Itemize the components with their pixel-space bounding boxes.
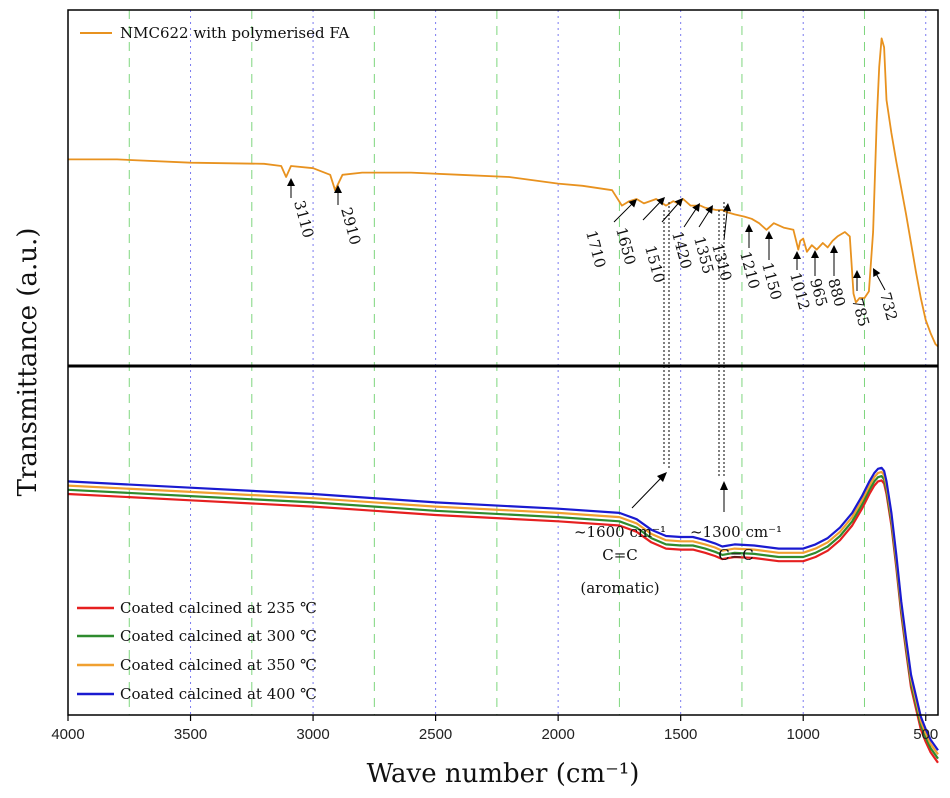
peak-label-1650: 1650 bbox=[612, 225, 639, 267]
annotation-1300-line-0: ~1300 cm⁻¹ bbox=[690, 523, 782, 541]
x-tick-label-2500: 2500 bbox=[419, 726, 452, 743]
peak-label-1420: 1420 bbox=[668, 229, 695, 271]
x-axis-title: Wave number (cm⁻¹) bbox=[367, 759, 640, 789]
series-line-coated-calcined-at-235- bbox=[67, 479, 939, 764]
x-tick-label-3500: 3500 bbox=[174, 726, 207, 743]
x-tick-label-500: 500 bbox=[913, 726, 938, 743]
bottom-arrow-1600 bbox=[631, 477, 662, 509]
peak-label-785: 785 bbox=[848, 296, 873, 328]
peak-arrowhead-1012 bbox=[793, 251, 801, 259]
top-panel-series bbox=[68, 37, 939, 348]
peak-label-1710: 1710 bbox=[582, 228, 609, 270]
peak-arrowhead-1420 bbox=[692, 203, 700, 212]
series-line-coated-calcined-at-400- bbox=[67, 466, 939, 751]
peak-arrowhead-1510 bbox=[674, 198, 683, 207]
annotation-1600-line-0: ~1600 cm⁻¹ bbox=[574, 523, 666, 541]
grid-lines bbox=[128, 10, 927, 715]
peak-label-732: 732 bbox=[876, 290, 901, 322]
peak-arrowhead-785 bbox=[853, 270, 861, 278]
legend-label-235: Coated calcined at 235 ℃ bbox=[120, 599, 317, 617]
annotation-1600-line-2: (aromatic) bbox=[580, 579, 659, 597]
peak-arrowhead-1355 bbox=[705, 205, 713, 214]
y-axis-title: Transmittance (a.u.) bbox=[13, 228, 43, 497]
top-legend: NMC622 with polymerised FA bbox=[80, 24, 349, 42]
bottom-panel-series bbox=[67, 466, 939, 764]
legend-label-400: Coated calcined at 400 ℃ bbox=[120, 685, 317, 703]
peak-arrowhead-965 bbox=[811, 250, 819, 258]
x-tick-label-3000: 3000 bbox=[296, 726, 329, 743]
peak-arrow-1650 bbox=[642, 199, 663, 221]
x-tick-label-2000: 2000 bbox=[541, 726, 574, 743]
peak-label-1210: 1210 bbox=[736, 249, 763, 291]
peak-label-2910: 2910 bbox=[337, 205, 364, 247]
peak-arrow-1510 bbox=[661, 200, 681, 223]
peak-arrowhead-732 bbox=[873, 268, 881, 277]
peak-label-3110: 3110 bbox=[290, 198, 317, 240]
x-axis-ticks: 4000 3500 3000 2500 2000 1500 1000 500 bbox=[51, 715, 938, 743]
series-line-nmc622-with-polymerised-fa bbox=[68, 37, 939, 348]
x-tick-label-1500: 1500 bbox=[664, 726, 697, 743]
peak-arrowhead-880 bbox=[830, 245, 838, 253]
peak-arrow-1420 bbox=[683, 206, 699, 228]
annotation-1300-line-1: C=C bbox=[718, 546, 754, 564]
top-legend-label: NMC622 with polymerised FA bbox=[120, 24, 349, 42]
plot-frame bbox=[67, 9, 939, 716]
bottom-legend: Coated calcined at 235 ℃ Coated calcined… bbox=[77, 599, 317, 703]
peak-arrow-1310 bbox=[723, 206, 729, 241]
peak-arrowhead-1210 bbox=[745, 224, 753, 232]
annotation-1600-line-1: C=C bbox=[602, 546, 638, 564]
peak-arrowhead-2910 bbox=[334, 185, 342, 193]
legend-label-300: Coated calcined at 300 ℃ bbox=[120, 627, 317, 645]
peak-arrowhead-1710 bbox=[628, 199, 637, 208]
bottom-arrow-1300-head bbox=[720, 481, 728, 490]
legend-label-350: Coated calcined at 350 ℃ bbox=[120, 656, 317, 674]
peak-arrowhead-1650 bbox=[656, 197, 665, 206]
x-tick-label-4000: 4000 bbox=[51, 726, 84, 743]
peak-arrowhead-1310 bbox=[723, 203, 732, 212]
peak-arrowhead-1150 bbox=[765, 231, 773, 239]
bottom-arrow-1600-head bbox=[657, 472, 667, 482]
x-tick-label-1000: 1000 bbox=[787, 726, 820, 743]
peak-arrow-1710 bbox=[613, 201, 635, 223]
peak-arrowhead-3110 bbox=[287, 178, 295, 186]
